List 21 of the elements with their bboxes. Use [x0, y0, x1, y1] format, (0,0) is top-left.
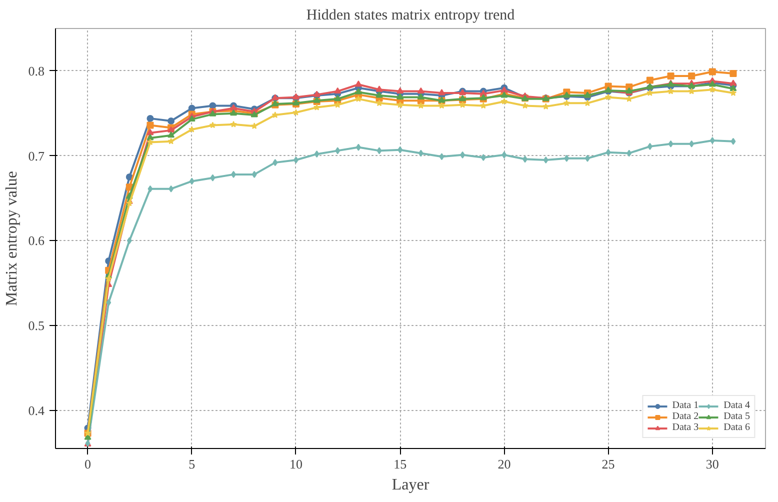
y-tick-label: 0.6: [28, 233, 45, 248]
legend-label: Data 4: [724, 400, 750, 411]
y-axis-title: Matrix entropy value: [3, 170, 20, 306]
x-axis-title: Layer: [392, 476, 430, 494]
x-tick-label: 0: [84, 456, 92, 472]
chart-title: Hidden states matrix entropy trend: [306, 8, 516, 24]
x-tick-label: 10: [289, 456, 302, 472]
y-tick-label: 0.8: [28, 63, 44, 78]
legend-label: Data 5: [724, 411, 750, 422]
x-tick-label: 5: [188, 456, 196, 472]
legend-label: Data 3: [672, 422, 699, 433]
y-tick-label: 0.7: [28, 148, 45, 164]
x-tick-label: 25: [602, 456, 615, 472]
x-tick-label: 15: [394, 456, 407, 472]
y-tick-label: 0.4: [28, 402, 45, 418]
x-tick-label: 30: [706, 456, 719, 472]
y-tick-label: 0.5: [28, 318, 44, 333]
legend-label: Data 2: [672, 411, 699, 422]
legend-label: Data 1: [672, 400, 699, 411]
x-tick-label: 20: [498, 456, 511, 472]
legend-label: Data 6: [724, 422, 750, 433]
